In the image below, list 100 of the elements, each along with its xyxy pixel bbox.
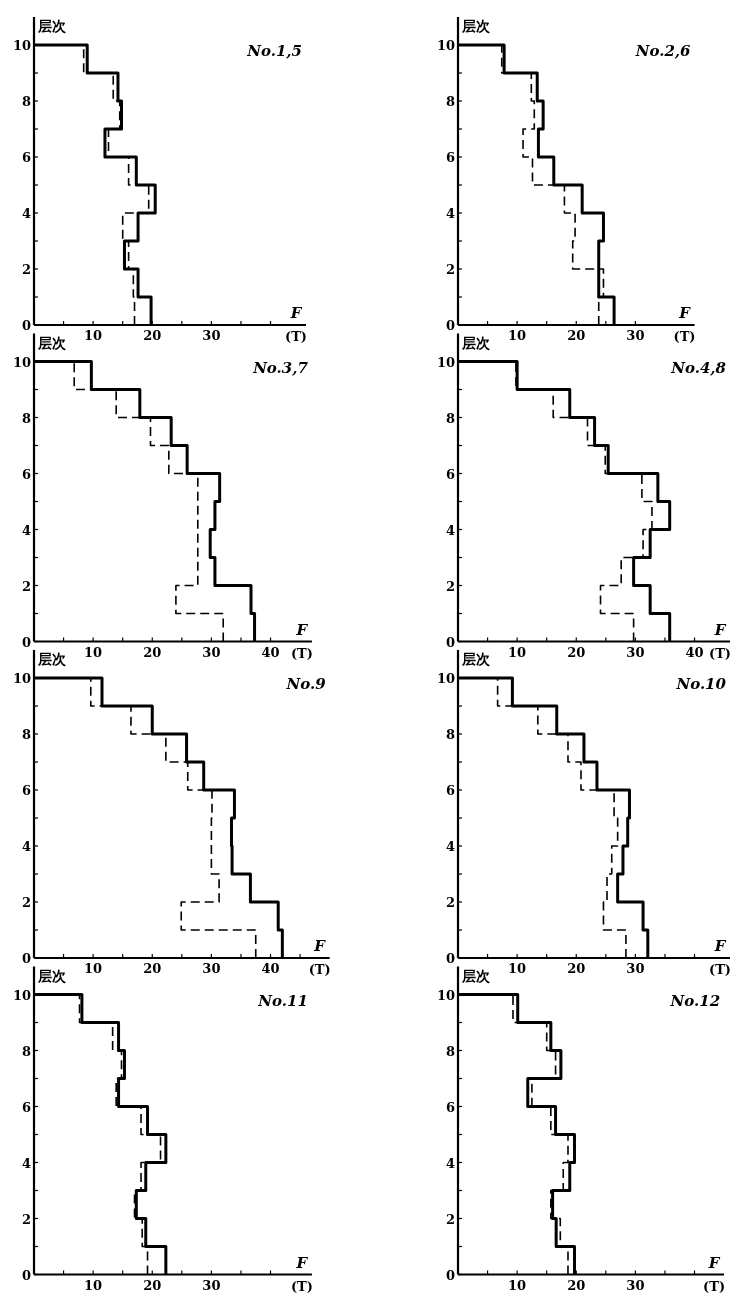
y-tick-label: 10 xyxy=(436,987,455,1003)
y-tick-label: 2 xyxy=(445,1211,455,1227)
y-tick-label: 8 xyxy=(445,727,455,742)
annotation: (T) xyxy=(709,645,731,661)
y-tick-label: 6 xyxy=(445,783,455,798)
y-tick-label: 6 xyxy=(445,466,455,482)
x-tick-label: 20 xyxy=(143,328,162,343)
y-tick-label: 8 xyxy=(21,727,31,742)
x-tick-label: 30 xyxy=(626,328,645,343)
text: No.11 xyxy=(257,991,308,1010)
y-tick-label: 10 xyxy=(12,987,31,1003)
x-axis-title: F xyxy=(707,1253,721,1272)
annotation: (T) xyxy=(709,962,731,977)
y-tick-label: 0 xyxy=(21,1267,31,1283)
x-axis-title: F xyxy=(289,304,303,322)
x-tick-label: 30 xyxy=(202,644,221,660)
text: (T) xyxy=(703,1278,726,1294)
x-tick-label: 40 xyxy=(261,961,280,976)
y-tick-label: 2 xyxy=(445,895,455,910)
y-tick-label: 4 xyxy=(445,206,455,221)
y-tick-label: 0 xyxy=(445,1267,455,1283)
x-tick-label: 10 xyxy=(84,1277,103,1293)
text: (T) xyxy=(290,1278,313,1294)
x-tick-label: 30 xyxy=(202,328,221,343)
y-tick-label: 6 xyxy=(21,783,31,798)
text: No.1,5 xyxy=(246,42,302,61)
text: No.10 xyxy=(675,675,727,694)
y-tick-label: 10 xyxy=(12,354,31,370)
y-tick-label: 10 xyxy=(12,38,31,53)
x-tick-label: 30 xyxy=(626,1277,645,1293)
y-tick-label: 2 xyxy=(445,262,455,277)
y-tick-label: 4 xyxy=(21,522,31,538)
y-tick-label: 10 xyxy=(12,671,31,686)
annotation: (T) xyxy=(673,329,696,344)
y-tick-label: 2 xyxy=(445,578,455,594)
x-tick-label: 30 xyxy=(202,961,221,976)
x-tick-label: 10 xyxy=(84,644,103,660)
y-tick-label: 0 xyxy=(21,318,31,333)
y-tick-label: 8 xyxy=(21,410,31,426)
text: No.4,8 xyxy=(670,358,727,377)
y-axis-title: 层次 xyxy=(461,967,491,984)
x-tick-label: 30 xyxy=(626,961,645,976)
text: No.9 xyxy=(285,675,327,694)
y-axis-title: 层次 xyxy=(37,18,67,34)
x-tick-label: 10 xyxy=(508,1277,527,1293)
x-tick-label: 20 xyxy=(567,644,586,660)
y-tick-label: 2 xyxy=(21,895,31,910)
y-tick-label: 6 xyxy=(21,150,31,165)
y-tick-label: 8 xyxy=(21,1043,31,1059)
text: No.3,7 xyxy=(252,358,309,377)
x-tick-label: 20 xyxy=(567,1277,586,1293)
y-tick-label: 6 xyxy=(21,1099,31,1115)
y-tick-label: 0 xyxy=(445,318,455,333)
x-tick-label: 10 xyxy=(508,961,527,976)
x-tick-label: 10 xyxy=(84,961,103,976)
annotation: (T) xyxy=(308,962,331,977)
y-tick-label: 4 xyxy=(445,1155,455,1171)
x-tick-label: 20 xyxy=(143,961,162,976)
x-tick-label: 30 xyxy=(626,644,645,660)
annotation: (T) xyxy=(285,329,307,344)
y-tick-label: 4 xyxy=(21,839,31,854)
x-tick-label: 30 xyxy=(202,1277,221,1293)
x-axis-title: F xyxy=(295,620,309,639)
x-tick-label: 20 xyxy=(143,644,162,660)
y-axis-title: 层次 xyxy=(37,334,67,351)
x-axis-title: F xyxy=(295,1253,309,1272)
y-axis-title: 层次 xyxy=(461,651,491,667)
x-axis-title: F xyxy=(713,937,727,955)
y-tick-label: 6 xyxy=(21,466,31,482)
x-tick-label: 20 xyxy=(567,328,586,343)
y-tick-label: 2 xyxy=(21,578,31,594)
y-tick-label: 2 xyxy=(21,262,31,277)
x-tick-label: 20 xyxy=(143,1277,162,1293)
text: No.12 xyxy=(669,991,721,1010)
y-tick-label: 0 xyxy=(21,951,31,966)
y-tick-label: 10 xyxy=(436,671,455,686)
x-tick-label: 10 xyxy=(508,328,527,343)
x-tick-label: 40 xyxy=(261,644,280,660)
x-tick-label: 40 xyxy=(685,644,704,660)
x-axis-title: F xyxy=(678,304,692,322)
y-tick-label: 8 xyxy=(21,94,31,109)
y-axis-title: 层次 xyxy=(37,651,67,667)
y-axis-title: 层次 xyxy=(461,334,491,351)
x-tick-label: 20 xyxy=(567,961,586,976)
y-tick-label: 4 xyxy=(21,206,31,221)
y-tick-label: 6 xyxy=(445,150,455,165)
x-tick-label: 10 xyxy=(508,644,527,660)
annotation: (T) xyxy=(290,645,313,661)
x-tick-label: 10 xyxy=(84,328,103,343)
y-tick-label: 4 xyxy=(445,839,455,854)
y-tick-label: 8 xyxy=(445,94,455,109)
y-tick-label: 0 xyxy=(21,634,31,650)
text: No.2,6 xyxy=(634,42,692,61)
y-tick-label: 4 xyxy=(21,1155,31,1171)
y-tick-label: 10 xyxy=(436,354,455,370)
y-tick-label: 2 xyxy=(21,1211,31,1227)
y-tick-label: 6 xyxy=(445,1099,455,1115)
y-tick-label: 4 xyxy=(445,522,455,538)
y-axis-title: 层次 xyxy=(37,967,67,984)
y-tick-label: 8 xyxy=(445,1043,455,1059)
